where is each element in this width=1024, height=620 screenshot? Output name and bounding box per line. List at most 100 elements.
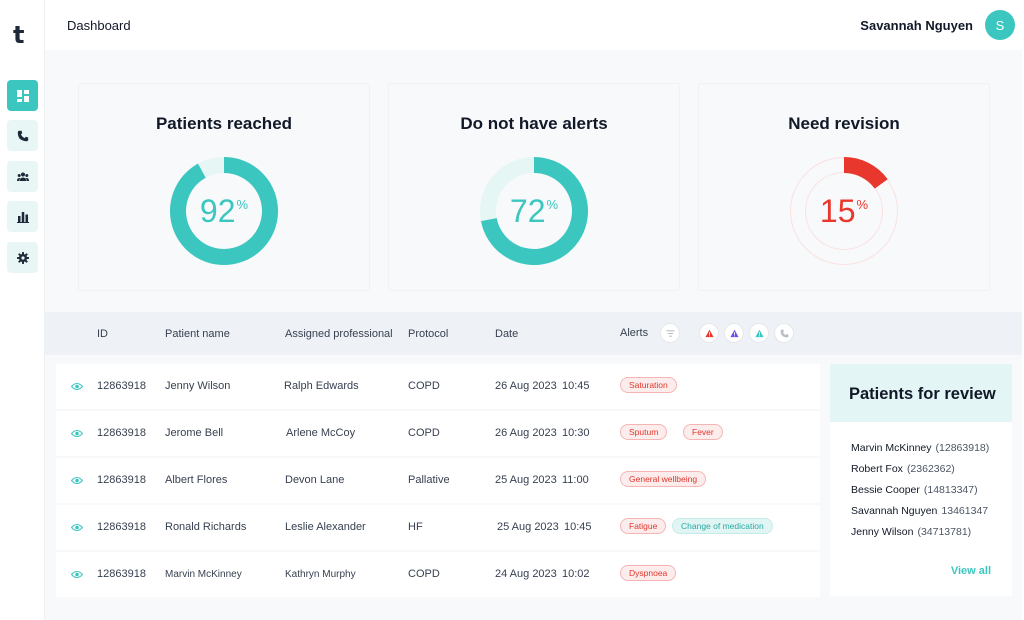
stat-title: Need revision (788, 114, 900, 133)
review-patient-id: (14813347) (923, 484, 978, 496)
column-header-alerts[interactable]: Alerts (620, 327, 649, 339)
sidebar: t (0, 0, 45, 620)
sidebar-item-patients[interactable] (7, 161, 38, 192)
review-panel-title: Patients for review (849, 385, 996, 403)
view-all-link[interactable]: View all (950, 565, 991, 577)
eye-icon[interactable] (71, 476, 83, 485)
table-row[interactable]: 12863918 Albert Flores Devon Lane Pallat… (56, 458, 820, 503)
protocol: HF (408, 521, 423, 533)
eye-icon[interactable] (71, 429, 83, 438)
sidebar-item-calls[interactable] (7, 120, 38, 151)
column-header-professional[interactable]: Assigned professional (285, 328, 393, 340)
table-row[interactable]: 12863918 Ronald Richards Leslie Alexande… (56, 505, 820, 550)
donut-arc (170, 157, 278, 265)
grid-icon (16, 89, 29, 102)
alert-filter-teal-button[interactable] (749, 323, 769, 343)
time: 10:02 (562, 568, 590, 580)
date: 26 Aug 2023 (495, 427, 557, 439)
review-patient-name: Savannah Nguyen (851, 505, 938, 517)
table-row[interactable]: 12863918 Jenny Wilson Ralph Edwards COPD… (56, 364, 820, 409)
eye-icon[interactable] (71, 523, 83, 532)
sidebar-item-dashboard[interactable] (7, 80, 38, 111)
patient-id: 12863918 (97, 380, 146, 392)
eye-icon[interactable] (71, 570, 83, 579)
app-logo[interactable]: t (13, 21, 25, 49)
stat-number: 92 (199, 193, 236, 229)
user-name[interactable]: Savannah Nguyen (860, 18, 973, 33)
table-row[interactable]: 12863918 Jerome Bell Arlene McCoy COPD 2… (56, 411, 820, 456)
stat-card-patients-reached: Patients reached 92 % (78, 83, 370, 291)
table-row[interactable]: 12863918 Marvin McKinney Kathryn Murphy … (56, 552, 820, 597)
stat-title: Patients reached (155, 114, 293, 133)
alert-filter-call-button[interactable] (774, 323, 794, 343)
alert-tag[interactable]: Sputum (620, 424, 668, 440)
phone-icon (17, 130, 28, 141)
page-title: Dashboard (67, 18, 131, 33)
warning-red-icon (704, 329, 714, 337)
review-list-item[interactable]: Bessie Cooper (14813347) (851, 484, 978, 496)
stat-card-no-alerts: Do not have alerts 72 % (388, 83, 680, 291)
bar-chart-icon (16, 211, 29, 223)
review-patient-name: Bessie Cooper (851, 484, 920, 496)
sidebar-item-reports[interactable] (7, 201, 38, 232)
alert-filter-button[interactable] (660, 323, 680, 343)
donut-chart (790, 157, 898, 265)
donut-arc (480, 157, 588, 265)
date: 26 Aug 2023 (495, 380, 557, 392)
date: 25 Aug 2023 (495, 474, 557, 486)
protocol: COPD (408, 380, 440, 392)
stat-card-need-revision: Need revision 15 % (698, 83, 990, 291)
protocol: COPD (408, 427, 440, 439)
donut-chart (480, 157, 588, 265)
column-header-id[interactable]: ID (97, 328, 108, 340)
time: 10:45 (562, 380, 590, 392)
patient-id: 12863918 (97, 568, 146, 580)
phone-icon (780, 329, 788, 337)
stat-unit: % (236, 197, 249, 212)
stat-title: Do not have alerts (460, 114, 608, 133)
review-patient-id: (2362362) (906, 463, 955, 475)
alert-filter-red-button[interactable] (699, 323, 719, 343)
review-list-item[interactable]: Marvin McKinney (12863918) (851, 442, 989, 454)
patient-id: 12863918 (97, 427, 146, 439)
column-header-date[interactable]: Date (495, 328, 519, 340)
time: 10:45 (564, 521, 592, 533)
review-list-item[interactable]: Savannah Nguyen 13461347 (851, 505, 988, 517)
patient-name[interactable]: Albert Flores (165, 474, 228, 486)
review-patient-name: Jenny Wilson (851, 526, 914, 538)
alert-tag[interactable]: General wellbeing (620, 471, 707, 487)
patient-name[interactable]: Ronald Richards (165, 521, 247, 533)
protocol: COPD (408, 568, 440, 580)
stat-unit: % (856, 197, 869, 212)
warning-teal-icon (754, 329, 764, 337)
alert-filter-purple-button[interactable] (724, 323, 744, 343)
donut-chart (170, 157, 278, 265)
alert-tag[interactable]: Dyspnoea (620, 565, 677, 581)
patient-name[interactable]: Jerome Bell (165, 427, 224, 439)
time: 10:30 (562, 427, 590, 439)
review-list-item[interactable]: Robert Fox (2362362) (851, 463, 955, 475)
alert-tag[interactable]: Saturation (620, 377, 677, 393)
sidebar-item-settings[interactable] (7, 242, 38, 273)
eye-icon[interactable] (71, 382, 83, 391)
alert-tag[interactable]: Change of medication (672, 518, 773, 534)
date: 25 Aug 2023 (497, 521, 559, 533)
column-header-protocol[interactable]: Protocol (408, 328, 449, 340)
column-header-patient-name[interactable]: Patient name (165, 328, 230, 340)
review-list-item[interactable]: Jenny Wilson (34713781) (851, 526, 971, 538)
gear-icon (16, 251, 29, 264)
alert-tag[interactable]: Fatigue (620, 518, 667, 534)
patient-id: 12863918 (97, 474, 146, 486)
professional-name: Devon Lane (285, 474, 345, 486)
alert-tag[interactable]: Fever (683, 424, 723, 440)
professional-name: Arlene McCoy (286, 427, 356, 439)
professional-name: Leslie Alexander (285, 521, 366, 533)
time: 11:00 (562, 474, 589, 486)
stat-unit: % (546, 197, 559, 212)
review-patient-name: Robert Fox (851, 463, 903, 475)
patient-name[interactable]: Marvin McKinney (165, 569, 242, 580)
avatar[interactable]: S (985, 10, 1015, 40)
stat-value: 92 % (170, 157, 278, 265)
patient-name[interactable]: Jenny Wilson (165, 380, 231, 392)
protocol: Pallative (408, 474, 450, 486)
